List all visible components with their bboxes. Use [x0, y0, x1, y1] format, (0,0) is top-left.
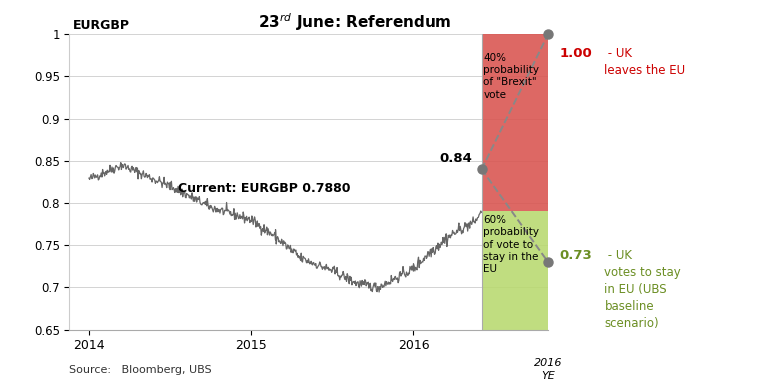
Bar — [482, 211, 548, 330]
Text: EURGBP: EURGBP — [73, 19, 130, 33]
Text: Current: EURGBP 0.7880: Current: EURGBP 0.7880 — [178, 182, 350, 195]
Text: - UK
votes to stay
in EU (UBS
baseline
scenario): - UK votes to stay in EU (UBS baseline s… — [604, 249, 681, 330]
Text: - UK
leaves the EU: - UK leaves the EU — [604, 47, 686, 77]
Text: 23$^{rd}$ June: Referendum: 23$^{rd}$ June: Referendum — [259, 11, 452, 33]
Text: Source:   Bloomberg, UBS: Source: Bloomberg, UBS — [69, 365, 212, 375]
Text: 40%
probability
of "Brexit"
vote: 40% probability of "Brexit" vote — [483, 53, 539, 100]
Text: 60%
probability
of vote to
stay in the
EU: 60% probability of vote to stay in the E… — [483, 215, 539, 274]
Text: 0.84: 0.84 — [439, 152, 472, 166]
Text: 2016: 2016 — [534, 358, 562, 368]
Bar — [482, 34, 548, 211]
Text: 1.00: 1.00 — [560, 47, 592, 60]
Text: YE: YE — [541, 371, 555, 379]
Text: 0.73: 0.73 — [560, 249, 592, 263]
